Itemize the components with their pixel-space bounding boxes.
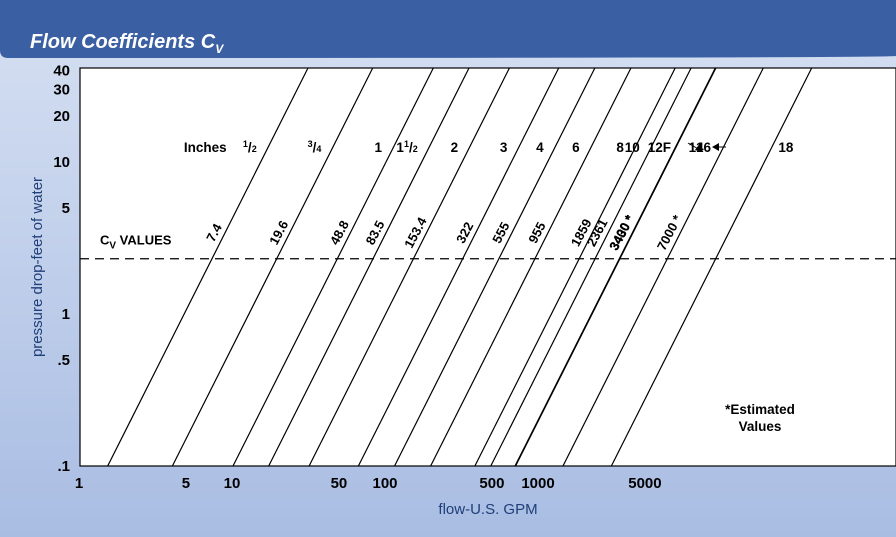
y-tick-label: 5 xyxy=(62,200,70,217)
pipe-size-label: 16 xyxy=(696,140,712,155)
reference-line-group: CV VALUES xyxy=(80,233,896,260)
pipe-size-label: 6 xyxy=(572,140,580,155)
series-line xyxy=(107,67,309,467)
y-tick-label: 1 xyxy=(62,306,70,323)
series-line xyxy=(232,67,434,467)
x-tick-label: 1000 xyxy=(521,475,554,492)
series-line xyxy=(268,67,470,467)
x-tick-label: 500 xyxy=(479,475,504,492)
x-axis-title: flow-U.S. GPM xyxy=(438,501,537,518)
y-axis-title: pressure drop-feet of water xyxy=(29,177,46,357)
series-line xyxy=(490,67,692,467)
series-lines xyxy=(107,67,813,467)
y-tick-label: 10 xyxy=(53,154,70,171)
arrow-14-head xyxy=(712,143,719,151)
x-tick-label: 50 xyxy=(331,475,348,492)
size-pointer-arrows xyxy=(687,142,726,152)
pipe-size-label: 3 xyxy=(500,140,508,155)
series-line xyxy=(562,67,764,467)
y-tick-label: 40 xyxy=(53,62,70,79)
y-tick-label: 20 xyxy=(53,108,70,125)
series-line xyxy=(394,67,596,467)
inches-prefix-label: Inches xyxy=(184,140,227,155)
chart-title: Flow Coefficients CV xyxy=(30,31,224,56)
x-tick-label: 5 xyxy=(182,475,190,492)
title-bar xyxy=(0,0,896,58)
y-tick-labels: .1 .5 1 5 10 20 30 40 xyxy=(53,62,70,475)
pipe-size-label: 2 xyxy=(451,140,459,155)
pipe-size-label: 12F xyxy=(648,140,671,155)
arrow-12f-head xyxy=(695,145,703,152)
series-line xyxy=(308,67,510,467)
pipe-size-label: 1/2 xyxy=(243,139,257,155)
series-line xyxy=(474,67,676,467)
x-tick-label: 5000 xyxy=(628,475,661,492)
series-line xyxy=(171,67,374,467)
pipe-size-label: 4 xyxy=(536,140,544,155)
estimated-note-line2: Values xyxy=(739,419,782,434)
pipe-size-label: 18 xyxy=(778,140,794,155)
pipe-size-label: 11/2 xyxy=(396,139,417,155)
estimated-note-line1: *Estimated xyxy=(725,402,795,417)
plot-area xyxy=(79,67,896,467)
x-tick-label: 1 xyxy=(75,475,83,492)
pipe-size-label: 10 xyxy=(625,140,640,155)
y-tick-label: .1 xyxy=(57,458,70,475)
pipe-size-label: 1 xyxy=(375,140,383,155)
cv-values-label: CV VALUES xyxy=(100,233,172,252)
series-line xyxy=(357,67,560,467)
pipe-size-label: 8 xyxy=(616,140,624,155)
x-tick-labels: 1 5 10 50 100 500 1000 5000 xyxy=(75,475,662,492)
series-line xyxy=(430,67,632,467)
pipe-size-label: 3/4 xyxy=(308,139,322,155)
series-line xyxy=(515,67,717,467)
series-line xyxy=(610,67,813,467)
x-tick-label: 10 xyxy=(224,475,241,492)
y-tick-label: .5 xyxy=(57,352,70,369)
y-tick-label: 30 xyxy=(53,81,70,98)
x-tick-label: 100 xyxy=(372,475,397,492)
